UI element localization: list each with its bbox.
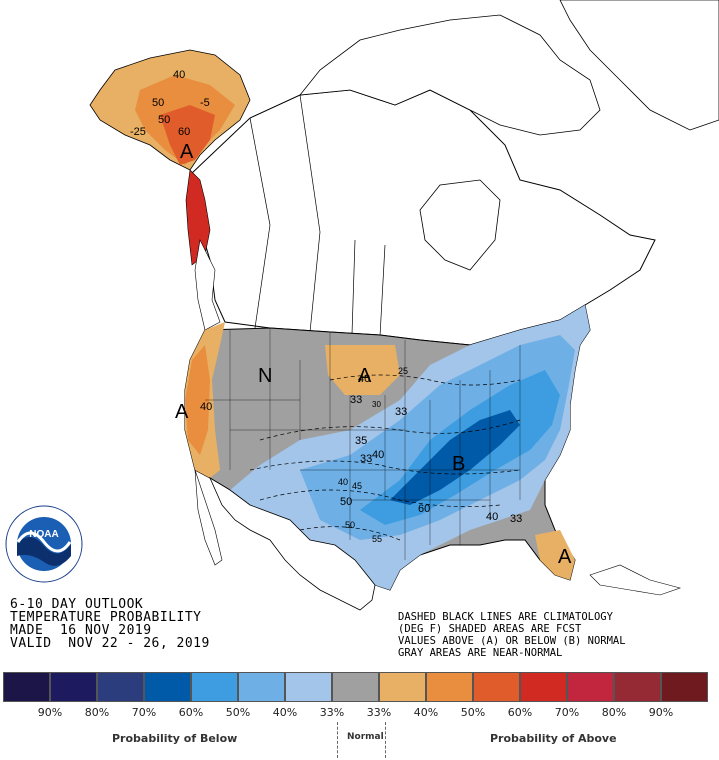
above-label: Probability of Above [490, 732, 617, 745]
west-above-50 [185, 345, 210, 455]
legend-percent-label: 40% [272, 706, 298, 719]
contour-label: 35 [355, 435, 367, 447]
legend-swatch [379, 672, 426, 702]
outlook-title: 6-10 DAY OUTLOOK TEMPERATURE PROBABILITY… [10, 598, 310, 650]
contour-label: -5 [200, 97, 210, 109]
probability-legend: 90% 80% 70% 60% 50% 40% 33% 33% 40% 50% 60% 70% 80% 9… [0, 670, 719, 760]
contour-label: 40 [200, 401, 212, 413]
contour-label: 50 [152, 97, 164, 109]
normal-divider-left [337, 722, 338, 758]
plains-above-letter: A [358, 365, 372, 387]
contour-label: 60 [418, 503, 430, 515]
legend-percent-label: 90% [648, 706, 674, 719]
contour-label: 45 [352, 481, 362, 491]
legend-percent-label: 50% [460, 706, 486, 719]
legend-percent-label: 80% [84, 706, 110, 719]
contour-label: 30 [372, 400, 381, 409]
hudson-bay [419, 179, 501, 271]
note-line: DASHED BLACK LINES ARE CLIMATOLOGY [398, 611, 613, 623]
legend-swatch [285, 672, 332, 702]
legend-swatch [191, 672, 238, 702]
contour-label: 33 [510, 513, 522, 525]
near-normal-letter: N [258, 365, 272, 387]
title-line: TEMPERATURE PROBABILITY [10, 610, 202, 625]
province-lines [249, 94, 386, 337]
contour-label: -25 [130, 126, 146, 138]
contour-label: 40 [358, 373, 370, 385]
title-line: VALID NOV 22 - 26, 2019 [10, 636, 210, 651]
legend-percent-label: 70% [554, 706, 580, 719]
florida-above [535, 530, 575, 580]
legend-swatch [3, 672, 50, 702]
legend-percent-label: 33% [366, 706, 392, 719]
contour-label: 25 [398, 366, 408, 376]
noaa-logo-text: NOAA [29, 529, 58, 540]
legend-swatch [238, 672, 285, 702]
legend-percent-label: 80% [601, 706, 627, 719]
legend-swatch [473, 672, 520, 702]
legend-percent-label: 60% [178, 706, 204, 719]
note-line: (DEG F) SHADED AREAS ARE FCST [398, 623, 582, 635]
normal-label: Normal [347, 732, 384, 742]
climatology-lines [249, 374, 521, 541]
map-notes: DASHED BLACK LINES ARE CLIMATOLOGY (DEG … [398, 611, 716, 659]
contour-label: 40 [338, 477, 348, 487]
alaska-above-letter: A [180, 141, 194, 163]
legend-percent-label: 70% [131, 706, 157, 719]
contour-label: 33 [395, 406, 407, 418]
legend-swatch [567, 672, 614, 702]
legend-swatch [97, 672, 144, 702]
legend-swatch [332, 672, 379, 702]
contour-label: 50 [158, 114, 170, 126]
east-below-letter: B [452, 453, 465, 475]
cuba [589, 564, 682, 596]
contour-label: 40 [372, 449, 384, 461]
below-60 [390, 410, 520, 505]
florida-above-letter: A [558, 546, 572, 568]
legend-percent-label: 33% [319, 706, 345, 719]
state-lines [205, 328, 521, 560]
legend-swatch [520, 672, 567, 702]
contour-label: 50 [345, 520, 355, 530]
legend-swatch [661, 672, 708, 702]
west-above-letter: A [175, 401, 189, 423]
legend-swatch [426, 672, 473, 702]
outlook-map: 40 50 -5 50 -25 60 40 33 33 30 25 33 35 … [89, 0, 719, 611]
legend-percent-label: 90% [37, 706, 63, 719]
normal-divider-right [385, 722, 386, 758]
below-label: Probability of Below [112, 732, 238, 745]
contour-label: 55 [372, 534, 382, 544]
contour-label: 33 [350, 394, 362, 406]
noaa-logo: NOAA [5, 505, 83, 583]
contour-label: 40 [486, 511, 498, 523]
legend-swatch [144, 672, 191, 702]
alaska-inner-60 [160, 105, 215, 165]
bc-coast [194, 239, 221, 331]
title-line: 6-10 DAY OUTLOOK [10, 597, 144, 612]
plains-above [325, 345, 400, 395]
contour-label: 60 [178, 126, 190, 138]
legend-swatch [614, 672, 661, 702]
mexico-outline [209, 477, 376, 611]
legend-percent-label: 40% [413, 706, 439, 719]
note-line: GRAY AREAS ARE NEAR-NORMAL [398, 647, 563, 659]
legend-percent-label: 50% [225, 706, 251, 719]
contour-label: 33 [360, 453, 372, 465]
note-line: VALUES ABOVE (A) OR BELOW (B) NORMAL [398, 635, 626, 647]
arctic-islands [299, 14, 601, 136]
greenland [559, 0, 719, 131]
legend-swatch [50, 672, 97, 702]
legend-percent-label: 60% [507, 706, 533, 719]
contour-label: 50 [340, 496, 352, 508]
title-line: MADE 16 NOV 2019 [10, 623, 152, 638]
contour-label: 40 [173, 69, 185, 81]
legend-swatches [3, 672, 708, 704]
baja [194, 469, 223, 566]
